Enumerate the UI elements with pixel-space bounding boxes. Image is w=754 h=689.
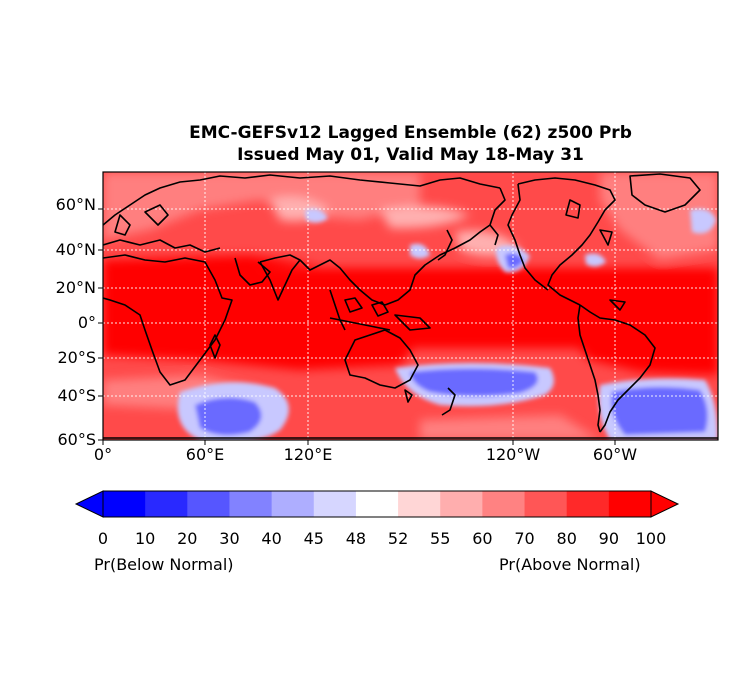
lon-label: 0° <box>93 445 113 464</box>
colorbar-tick-label: 70 <box>514 529 535 548</box>
colorbar-tick-label: 40 <box>261 529 282 548</box>
lon-label: 60°W <box>592 445 638 464</box>
colorbar-tick-label: 0 <box>97 529 109 548</box>
colorbar-tick-label: 52 <box>387 529 409 548</box>
colorbar-cell <box>313 491 357 517</box>
lat-label: 40°N <box>55 240 96 259</box>
colorbar-high-extension <box>650 490 680 518</box>
coastlines <box>103 173 718 439</box>
colorbar-cell <box>229 491 273 517</box>
probability-field <box>103 172 718 440</box>
colorbar-cell <box>271 491 315 517</box>
map-title-line-2: Issued May 01, Valid May 18-May 31 <box>237 145 584 165</box>
lat-label: 20°S <box>57 348 96 367</box>
colorbar-tick-label: 45 <box>303 529 324 548</box>
map-title-line-1: EMC-GEFSv12 Lagged Ensemble (62) z500 Pr… <box>189 123 632 143</box>
colorbar-cell <box>187 491 230 517</box>
lat-label: 20°N <box>55 278 96 297</box>
lat-label: 40°S <box>57 386 96 405</box>
colorbar-cell <box>398 491 441 517</box>
below-normal-label: Pr(Below Normal) <box>94 555 234 574</box>
colorbar-cell <box>524 491 568 517</box>
colorbar-tick-label: 10 <box>134 529 156 548</box>
lat-label: 0° <box>77 313 96 332</box>
above-normal-label: Pr(Above Normal) <box>499 555 641 574</box>
colorbar-tick-label: 20 <box>177 529 198 548</box>
colorbar <box>74 490 680 518</box>
colorbar-cell <box>566 491 610 517</box>
lat-label: 60°N <box>55 195 96 214</box>
colorbar-tick-label: 60 <box>472 529 493 548</box>
lat-label: 60°S <box>57 430 96 449</box>
colorbar-cell <box>482 491 526 517</box>
colorbar-tick-label: 55 <box>430 529 451 548</box>
colorbar-tick-label: 30 <box>219 529 240 548</box>
colorbar-cell <box>608 491 652 517</box>
colorbar-cell <box>145 491 188 517</box>
colorbar-cell <box>355 491 399 517</box>
colorbar-cell <box>103 491 146 517</box>
colorbar-cell <box>440 491 483 517</box>
lon-label: 120°W <box>485 445 541 464</box>
colorbar-tick-label: 100 <box>635 529 667 548</box>
lon-label: 120°E <box>283 445 333 464</box>
lon-label: 60°E <box>185 445 225 464</box>
colorbar-tick-label: 48 <box>345 529 367 548</box>
colorbar-tick-label: 90 <box>598 529 620 548</box>
colorbar-tick-label: 80 <box>556 529 577 548</box>
colorbar-low-extension <box>74 490 104 518</box>
